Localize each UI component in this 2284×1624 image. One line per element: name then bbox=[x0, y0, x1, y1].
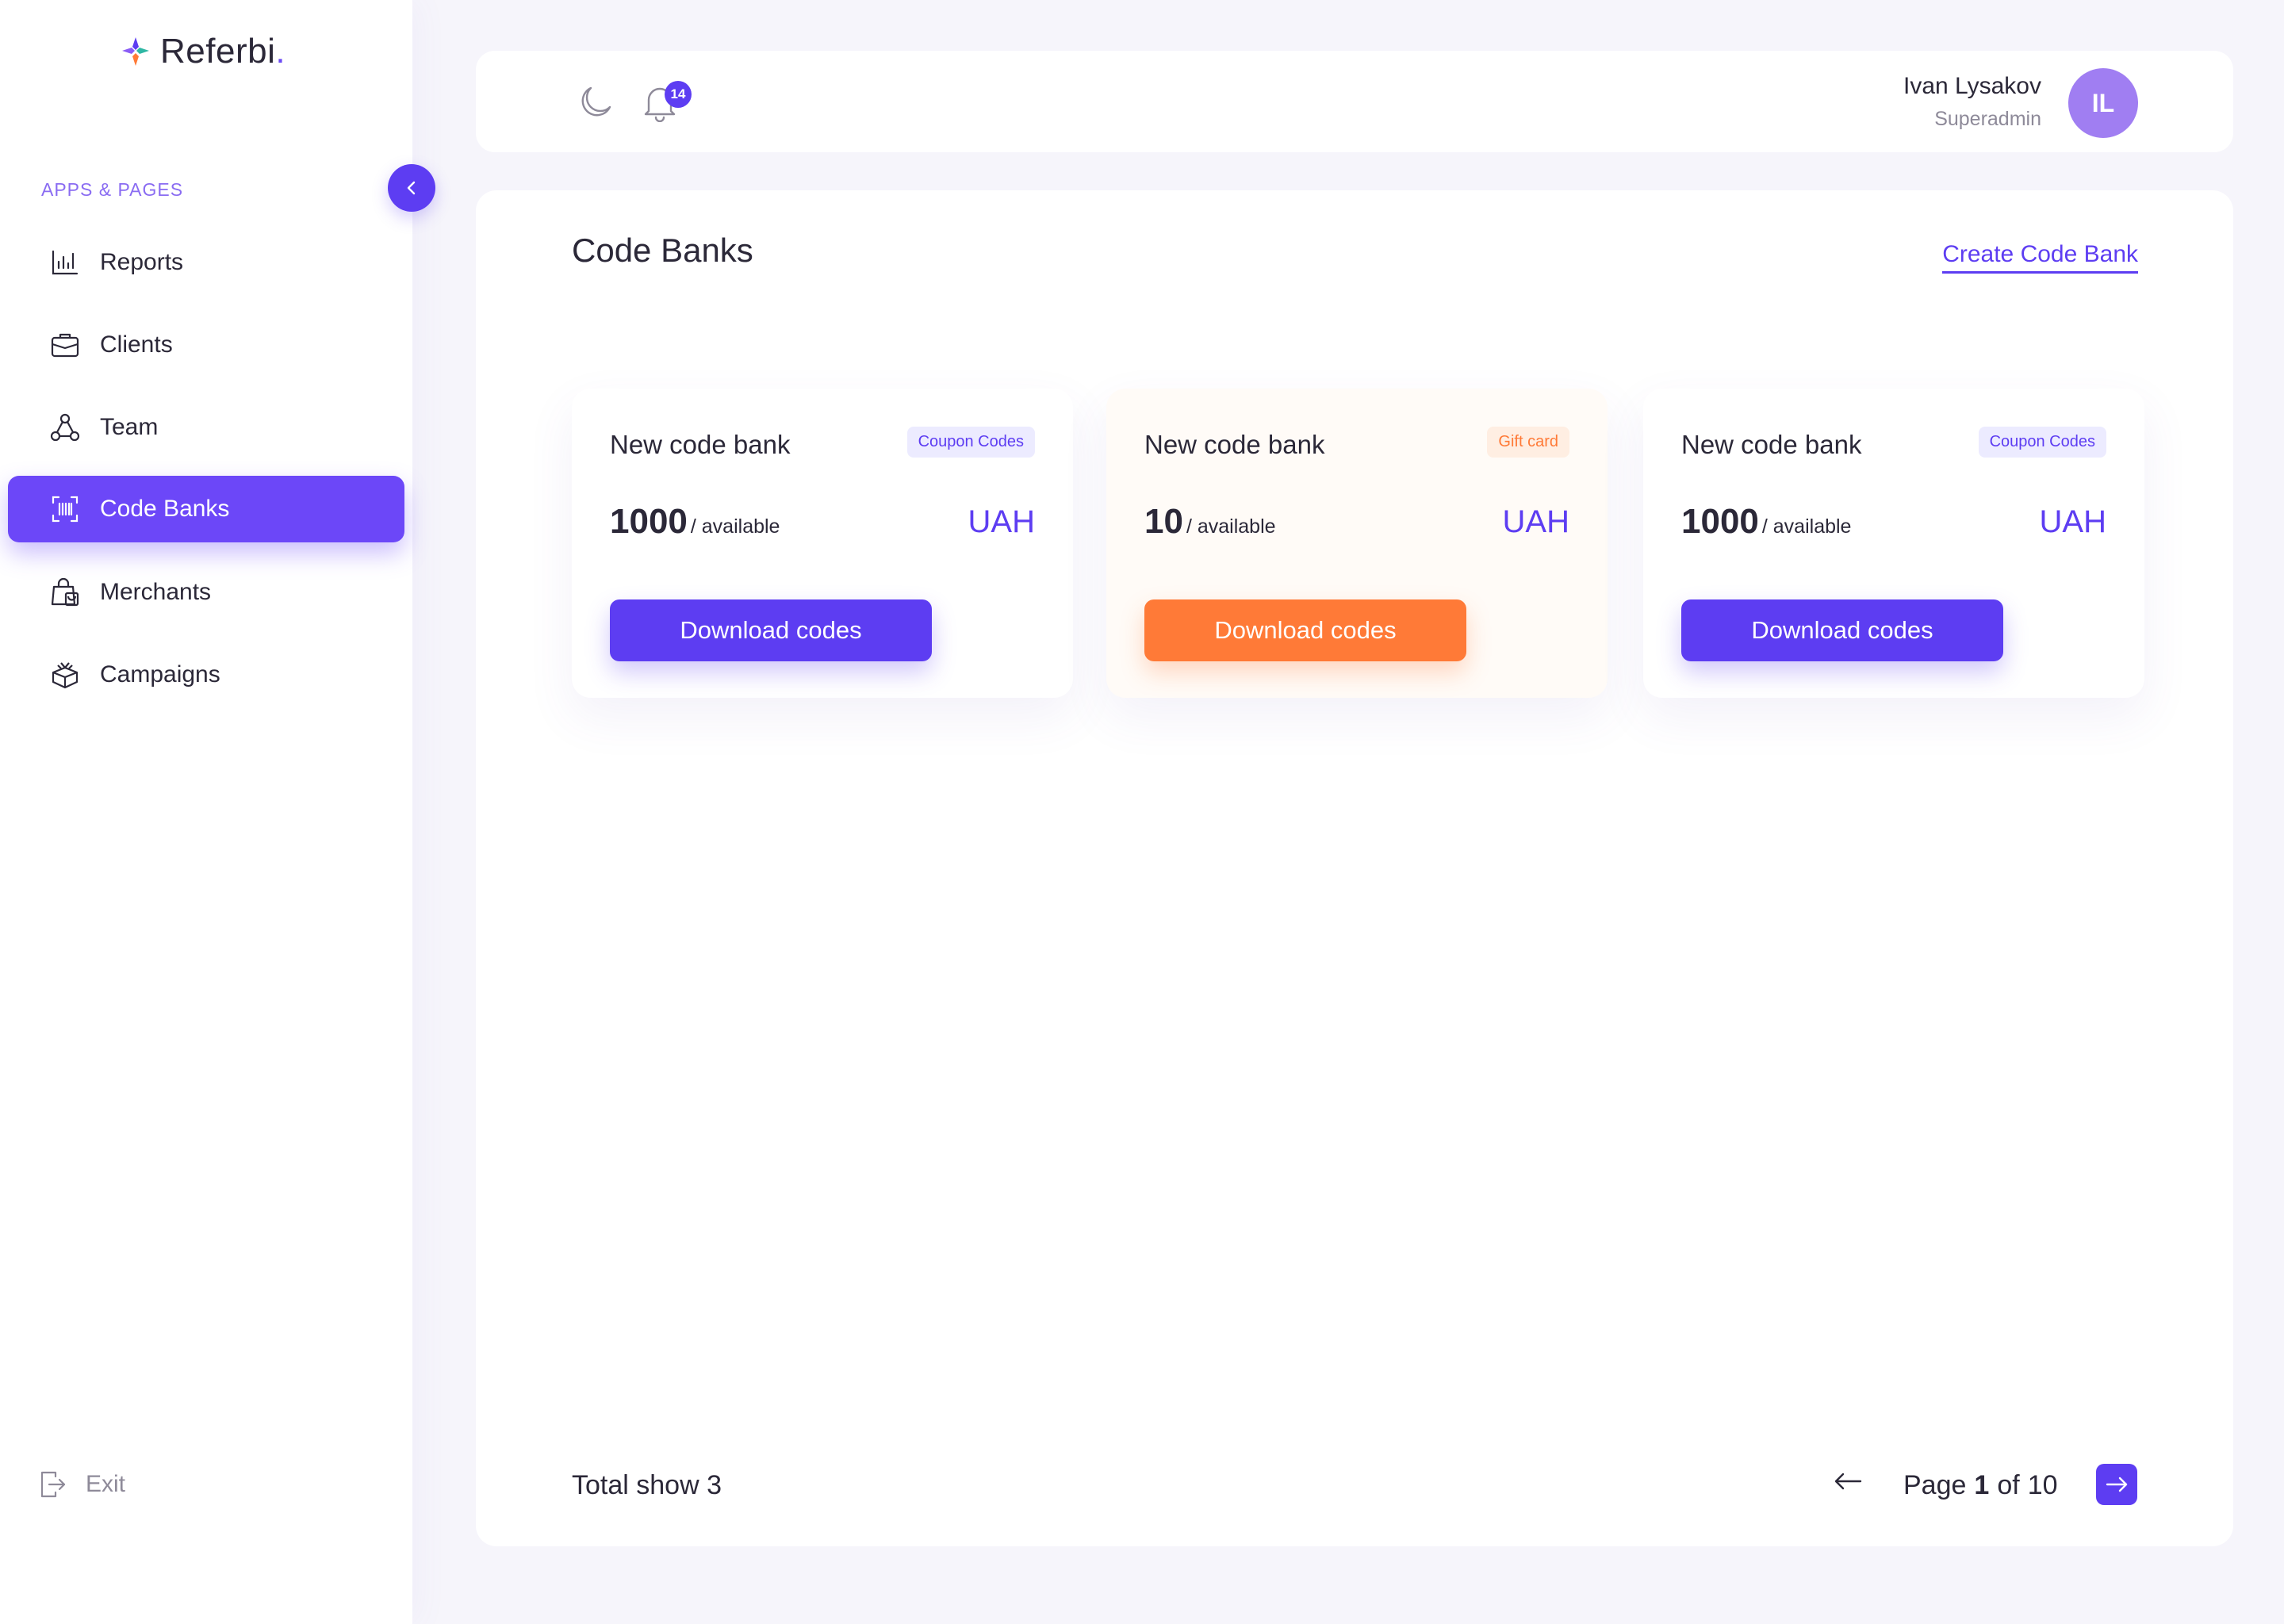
sidebar-item-label: Clients bbox=[100, 331, 173, 358]
avatar[interactable]: IL bbox=[2068, 68, 2138, 138]
available-count: 10 / available bbox=[1144, 502, 1276, 542]
exit-label: Exit bbox=[86, 1471, 126, 1497]
pagination-info: Page 1 of 10 bbox=[1903, 1470, 2058, 1501]
current-page: 1 bbox=[1974, 1470, 1990, 1500]
sidebar-item-label: Merchants bbox=[100, 579, 212, 605]
total-count: Total show 3 bbox=[572, 1470, 722, 1500]
sidebar-item-reports[interactable]: Reports bbox=[8, 229, 404, 296]
briefcase-icon bbox=[49, 329, 81, 361]
section-label-apps-pages: APPS & PAGES bbox=[41, 179, 184, 200]
moon-icon[interactable] bbox=[577, 84, 614, 121]
count-number: 10 bbox=[1144, 502, 1183, 541]
sidebar-item-label: Reports bbox=[100, 249, 184, 275]
code-bank-name: New code bank bbox=[610, 430, 791, 459]
count-number: 1000 bbox=[610, 502, 688, 541]
shopping-bag-icon bbox=[49, 576, 81, 608]
sidebar-item-campaigns[interactable]: Campaigns bbox=[8, 642, 404, 708]
prev-page-arrow-icon[interactable] bbox=[1830, 1465, 1865, 1497]
total-pages: 10 bbox=[2027, 1470, 2058, 1500]
count-number: 1000 bbox=[1681, 502, 1759, 541]
exit-button[interactable]: Exit bbox=[40, 1470, 125, 1499]
code-bank-name: New code bank bbox=[1681, 430, 1862, 459]
count-label: / available bbox=[690, 515, 780, 538]
collapse-sidebar-button[interactable] bbox=[388, 164, 435, 212]
sidebar-item-clients[interactable]: Clients bbox=[8, 312, 404, 378]
arrow-right-icon bbox=[2106, 1477, 2128, 1492]
download-codes-button[interactable]: Download codes bbox=[610, 599, 932, 661]
currency-label: UAH bbox=[1502, 504, 1569, 539]
chevron-left-icon bbox=[407, 181, 416, 195]
exit-icon bbox=[40, 1471, 66, 1498]
logo[interactable]: Referbi. bbox=[121, 32, 286, 71]
code-type-badge: Gift card bbox=[1487, 427, 1569, 458]
page-word: Page bbox=[1903, 1470, 1967, 1500]
count-label: / available bbox=[1761, 515, 1852, 538]
sidebar-item-label: Team bbox=[100, 414, 159, 440]
user-role: Superadmin bbox=[1934, 108, 2041, 130]
sidebar-item-code-banks[interactable]: Code Banks bbox=[8, 476, 404, 542]
logo-dot: . bbox=[275, 32, 286, 71]
logo-mark-icon bbox=[122, 37, 149, 66]
code-bank-card: New code bank Coupon Codes 1000 / availa… bbox=[572, 389, 1073, 698]
create-code-bank-link[interactable]: Create Code Bank bbox=[1942, 241, 2138, 274]
notification-count-badge: 14 bbox=[665, 81, 692, 108]
sidebar-item-merchants[interactable]: Merchants bbox=[8, 559, 404, 626]
code-bank-name: New code bank bbox=[1144, 430, 1325, 459]
currency-label: UAH bbox=[2039, 504, 2106, 539]
available-count: 1000 / available bbox=[1681, 502, 1851, 542]
barcode-scan-icon bbox=[49, 493, 81, 525]
sidebar-item-label: Campaigns bbox=[100, 661, 220, 688]
sidebar: Referbi. APPS & PAGES Reports Clients bbox=[0, 0, 435, 1624]
bar-chart-icon bbox=[49, 247, 81, 278]
gift-box-icon bbox=[49, 659, 81, 691]
sidebar-item-team[interactable]: Team bbox=[8, 394, 404, 461]
download-codes-button[interactable]: Download codes bbox=[1144, 599, 1466, 661]
available-count: 1000 / available bbox=[610, 502, 780, 542]
of-word: of bbox=[1997, 1470, 2020, 1500]
code-bank-card: New code bank Coupon Codes 1000 / availa… bbox=[1643, 389, 2144, 698]
code-bank-card: New code bank Gift card 10 / available U… bbox=[1106, 389, 1608, 698]
next-page-button[interactable] bbox=[2096, 1464, 2137, 1505]
sidebar-item-label: Code Banks bbox=[100, 496, 230, 522]
count-label: / available bbox=[1186, 515, 1276, 538]
download-codes-button[interactable]: Download codes bbox=[1681, 599, 2003, 661]
team-network-icon bbox=[49, 412, 81, 443]
code-type-badge: Coupon Codes bbox=[906, 427, 1035, 458]
logo-text: Referbi bbox=[160, 32, 276, 71]
main-content: Code Banks Create Code Bank New code ban… bbox=[476, 190, 2233, 1546]
code-type-badge: Coupon Codes bbox=[1978, 427, 2106, 458]
top-header: 14 Ivan Lysakov Superadmin IL bbox=[476, 51, 2233, 152]
currency-label: UAH bbox=[968, 504, 1035, 539]
user-name: Ivan Lysakov bbox=[1903, 73, 2041, 99]
page-title: Code Banks bbox=[572, 232, 753, 269]
